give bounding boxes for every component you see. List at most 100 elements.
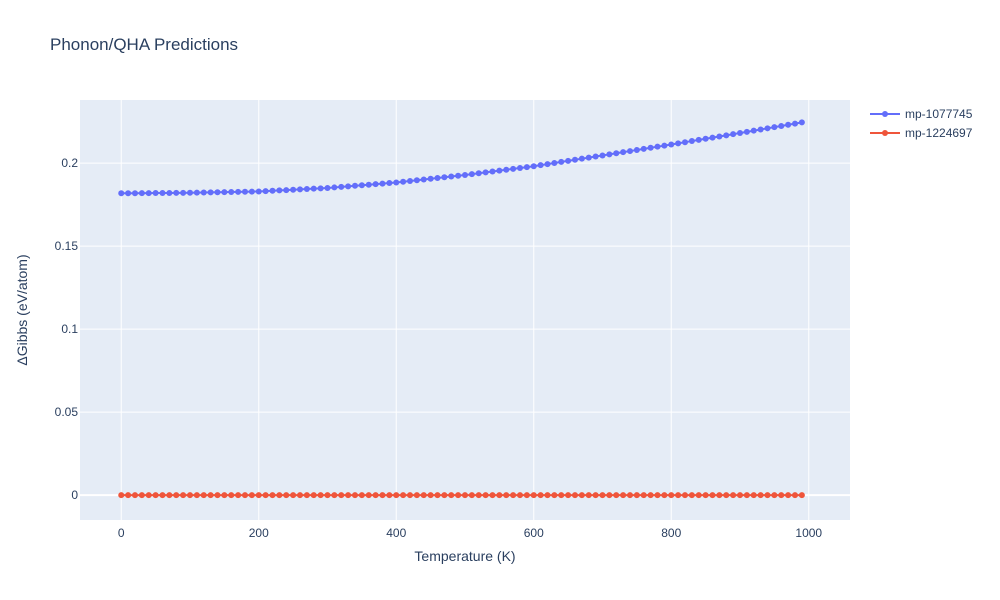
data-point xyxy=(558,492,565,499)
data-point xyxy=(324,492,331,499)
data-point xyxy=(606,151,613,158)
data-point xyxy=(523,164,530,171)
data-point xyxy=(255,188,262,195)
data-point xyxy=(200,492,207,499)
data-point xyxy=(599,492,606,499)
data-point xyxy=(365,181,372,188)
data-point xyxy=(647,492,654,499)
series-mp-1224697 xyxy=(118,492,805,499)
data-point xyxy=(159,492,166,499)
data-point xyxy=(702,492,709,499)
data-point xyxy=(743,128,750,135)
data-point xyxy=(303,186,310,193)
data-point xyxy=(523,492,530,499)
data-point xyxy=(145,492,152,499)
data-point xyxy=(441,174,448,181)
data-point xyxy=(118,492,125,499)
x-tick-label: 200 xyxy=(249,526,269,540)
data-point xyxy=(462,172,468,179)
data-point xyxy=(620,149,627,156)
data-point xyxy=(290,186,297,193)
data-point xyxy=(372,492,379,499)
data-point xyxy=(503,492,510,499)
data-point xyxy=(379,492,386,499)
data-point xyxy=(757,492,764,499)
data-point xyxy=(537,162,544,169)
legend-item[interactable]: mp-1224697 xyxy=(870,126,973,140)
legend-item[interactable]: mp-1077745 xyxy=(870,107,973,121)
data-point xyxy=(668,492,675,499)
y-tick-label: 0.1 xyxy=(61,322,78,336)
data-point xyxy=(214,492,221,499)
data-point xyxy=(420,176,427,183)
data-point xyxy=(709,134,716,141)
data-point xyxy=(489,492,496,499)
data-point xyxy=(723,132,730,139)
data-point xyxy=(640,145,647,152)
x-tick-label: 0 xyxy=(118,526,125,540)
data-point xyxy=(475,492,482,499)
data-point xyxy=(400,492,407,499)
data-point xyxy=(785,121,792,128)
data-point xyxy=(413,177,420,184)
legend-marker xyxy=(882,130,888,136)
data-point xyxy=(152,492,159,499)
data-point xyxy=(297,492,303,499)
data-point xyxy=(187,189,193,196)
data-point xyxy=(159,189,166,196)
data-point xyxy=(640,492,647,499)
data-point xyxy=(317,185,324,192)
data-point xyxy=(544,492,551,499)
data-point xyxy=(221,492,228,499)
data-point xyxy=(207,492,214,499)
x-tick-label: 600 xyxy=(524,526,544,540)
data-point xyxy=(269,492,276,499)
data-point xyxy=(510,492,517,499)
data-point xyxy=(661,492,668,499)
y-axis-title: ΔGibbs (eV/atom) xyxy=(14,254,30,365)
data-point xyxy=(695,136,702,143)
legend[interactable]: mp-1077745 mp-1224697 xyxy=(870,107,973,140)
data-point xyxy=(517,164,523,171)
data-point xyxy=(792,120,798,127)
data-point xyxy=(317,492,324,499)
x-tick-label: 1000 xyxy=(795,526,822,540)
x-axis-ticks: 0 200 400 600 800 1000 xyxy=(118,526,823,540)
data-point xyxy=(193,189,200,196)
data-point xyxy=(248,188,255,195)
data-point xyxy=(125,492,132,499)
data-point xyxy=(633,492,640,499)
data-point xyxy=(413,492,420,499)
data-point xyxy=(297,186,303,193)
data-point xyxy=(352,182,358,189)
data-point xyxy=(283,492,290,499)
data-point xyxy=(166,492,173,499)
data-point xyxy=(633,146,640,153)
data-point xyxy=(468,492,475,499)
data-point xyxy=(221,189,228,196)
data-point xyxy=(283,187,290,194)
data-point xyxy=(750,492,757,499)
data-point xyxy=(750,127,757,134)
data-point xyxy=(434,492,441,499)
y-axis-ticks: 0 0.05 0.1 0.15 0.2 xyxy=(55,156,79,502)
data-point xyxy=(743,492,750,499)
y-tick-label: 0 xyxy=(71,488,78,502)
data-point xyxy=(427,492,434,499)
data-point xyxy=(627,148,633,155)
x-tick-label: 800 xyxy=(661,526,681,540)
data-point xyxy=(180,189,187,196)
x-tick-label: 400 xyxy=(386,526,406,540)
data-point xyxy=(544,161,551,168)
data-point xyxy=(262,492,269,499)
data-point xyxy=(565,492,572,499)
data-point xyxy=(468,171,475,178)
data-point xyxy=(379,180,386,187)
data-point xyxy=(682,492,688,499)
data-point xyxy=(173,189,180,196)
data-point xyxy=(771,492,778,499)
data-point xyxy=(358,492,365,499)
data-point xyxy=(764,492,771,499)
data-point xyxy=(688,492,695,499)
data-point xyxy=(572,492,578,499)
